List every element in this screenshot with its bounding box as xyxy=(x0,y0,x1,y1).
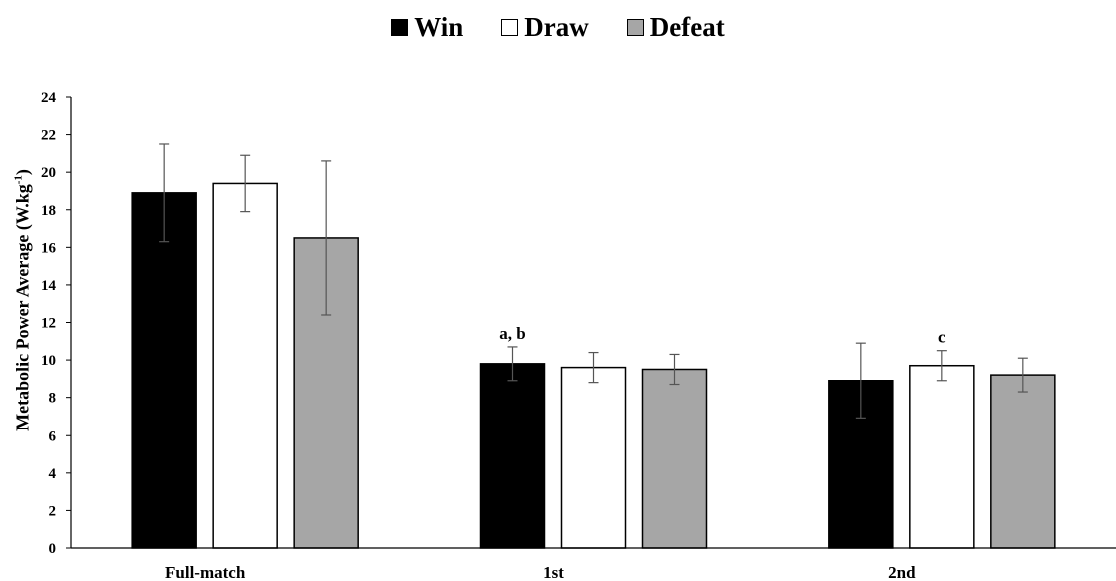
y-tick-label: 0 xyxy=(49,541,57,557)
legend-item-draw: Draw xyxy=(501,12,589,43)
bar-win-full-match xyxy=(131,192,197,549)
legend-swatch-draw xyxy=(501,19,519,36)
x-tick-label: 1st xyxy=(543,563,564,581)
bar-draw-full-match xyxy=(212,182,278,549)
legend-item-win: Win xyxy=(391,12,463,43)
bar-draw-2nd xyxy=(909,364,975,549)
bar-draw-1st xyxy=(560,366,627,549)
y-tick-label: 4 xyxy=(49,466,57,482)
legend-item-defeat: Defeat xyxy=(626,12,725,43)
y-tick-label: 10 xyxy=(41,353,56,369)
legend-swatch-win xyxy=(391,19,409,36)
y-tick-label: 14 xyxy=(41,278,57,294)
bar-win-1st xyxy=(479,363,546,549)
legend-label-win: Win xyxy=(414,12,464,42)
legend-swatch-defeat xyxy=(626,19,644,36)
legend-label-defeat: Defeat xyxy=(649,12,725,42)
bar-defeat-2nd xyxy=(990,374,1056,549)
x-tick-label: 2nd xyxy=(888,563,916,581)
y-tick-label: 8 xyxy=(49,391,57,407)
y-tick-label: 16 xyxy=(41,240,57,256)
y-tick-label: 20 xyxy=(41,165,56,181)
y-tick-label: 22 xyxy=(41,128,56,144)
legend: Win Draw Defeat xyxy=(0,12,1116,43)
y-tick-label: 12 xyxy=(41,316,56,332)
legend-label-draw: Draw xyxy=(524,12,589,42)
y-tick-label: 24 xyxy=(41,90,57,106)
x-tick-label: Full-match xyxy=(165,563,246,581)
y-tick-label: 18 xyxy=(41,203,56,219)
significance-annotation: a, b xyxy=(499,324,525,343)
y-tick-label: 6 xyxy=(49,428,57,444)
bar-defeat-1st xyxy=(641,368,708,549)
significance-annotation: c xyxy=(938,328,946,347)
y-tick-label: 2 xyxy=(49,503,57,519)
